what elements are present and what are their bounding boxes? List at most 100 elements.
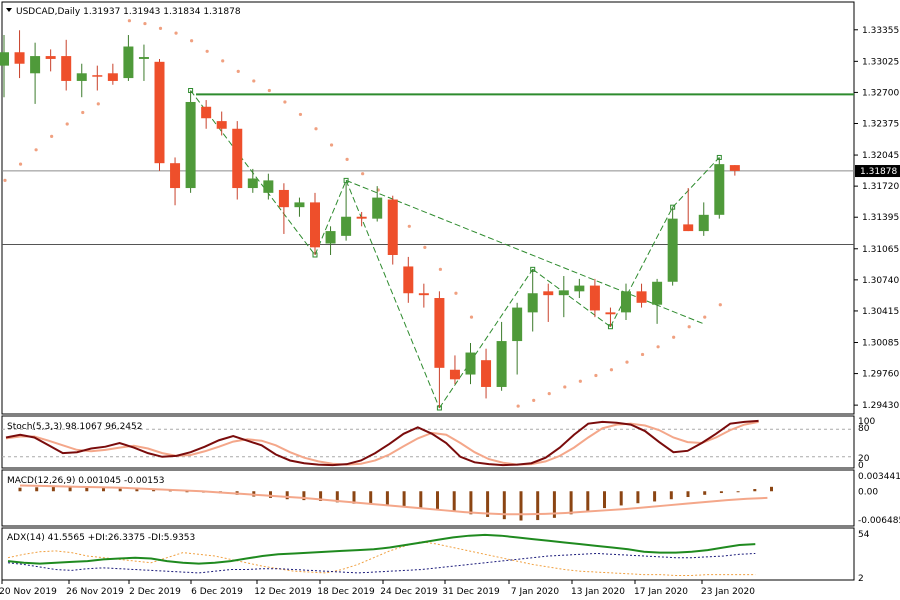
sar-dot [236,69,240,73]
sar-dot [143,21,147,26]
macd-label: MACD(12,26,9) 0.001045 -0.00153 [7,476,164,486]
candle-body [216,121,227,129]
macd-histogram-bar [269,491,272,498]
candles [0,30,740,408]
zigzag-segment [672,157,720,208]
last-price-box [855,165,900,178]
price-tick-label: 1.31065 [862,245,899,255]
stoch-level-label: 100 [858,417,875,427]
macd-histogram-bar [402,491,406,507]
candle-body [92,75,103,77]
macd-histogram-bar [753,489,757,492]
macd-histogram-bar [636,491,640,504]
macd-histogram-bar [51,486,55,492]
price-tick-label: 1.30740 [862,276,899,286]
adx-indicator: 54 2 [7,530,870,584]
candle-body [512,307,523,342]
sar-dot [407,224,411,228]
candle-body [372,197,383,219]
candle-body [185,101,196,189]
time-tick-label: 23 Jan 2020 [701,587,755,597]
candle-body [418,293,429,296]
sar-dot [81,110,85,115]
macd-histogram-bar [385,491,389,506]
candle-body [698,214,709,232]
adx-minus-di-line [7,541,756,576]
candle-body [107,73,118,81]
macd-histogram-bar [719,491,723,494]
candle-body [356,216,367,219]
macd-histogram-bar [686,491,690,498]
sar-dot [687,325,691,329]
candle-body [714,164,725,215]
macd-level-label: 0.00 [858,487,878,497]
sar-dot [625,360,629,364]
sar-dot [3,178,7,182]
candle-body [30,56,41,74]
candle-body [496,341,507,387]
parabolic-sar-dots [3,19,722,408]
macd-histogram-bar [436,491,439,509]
sar-dot [423,245,427,249]
collapse-triangle-icon[interactable] [6,8,12,12]
macd-histogram-bar [18,487,22,492]
zigzag-segment [610,206,674,327]
macd-histogram-bar [35,487,39,492]
macd-histogram-bar [352,491,356,504]
candle-body [61,56,72,81]
sar-dot [563,385,567,389]
zigzag-segment [314,180,347,256]
candle-body [527,293,538,313]
sar-dot [65,122,69,126]
macd-histogram-bar [85,487,89,492]
time-tick-label: 20 Nov 2019 [0,587,57,597]
candle-body [170,163,181,189]
price-tick-label: 1.29760 [862,370,899,380]
macd-histogram-bar [152,489,156,492]
macd-histogram-bar [319,491,323,502]
candle-body [667,218,678,282]
candle-body [481,360,492,387]
candle-body [465,352,476,375]
macd-histogram-bar [285,491,289,500]
candle-body [154,61,165,164]
sar-dot [34,148,38,152]
sar-dot [672,335,676,339]
macd-histogram-bar [536,491,540,521]
sar-dot [718,303,722,307]
macd-histogram-bar [552,491,556,518]
candle-body [403,266,414,294]
stoch-level-label: 80 [858,424,870,434]
macd-histogram-bar [369,491,373,505]
macd-histogram-bar [519,491,523,521]
macd-histogram-bar [669,491,673,500]
candle-body [621,291,631,313]
candle-body [574,285,585,292]
candle-body [0,52,9,66]
macd-histogram-bar [102,487,105,492]
candle-body [387,199,398,255]
trendline [345,179,704,325]
candle-body [636,291,647,303]
macd-level-label: 0.003441 [858,472,900,482]
adx-panel [1,527,855,581]
macd-histogram-bar [335,491,339,503]
sar-dot [532,398,536,402]
macd-signal-line [19,484,768,516]
macd-histogram-bar [603,491,606,509]
macd-indicator: 0.003441 0.00 -0.006485 [18,472,900,526]
sar-dot [127,19,131,23]
macd-histogram-bar [502,491,506,520]
horizontal-levels [2,93,854,245]
price-axis: 1.33355 1.33025 1.32700 1.32375 1.32045 1.317… [854,26,900,411]
sar-dot [361,172,365,176]
price-tick-label: 1.32700 [862,88,899,98]
stoch-main-line [5,419,759,467]
candle-body [605,312,616,315]
macd-histogram-bar [419,491,423,508]
macd-histogram-bar [452,491,456,512]
price-tick-label: 1.31720 [862,182,899,192]
macd-histogram-bar [302,491,306,501]
